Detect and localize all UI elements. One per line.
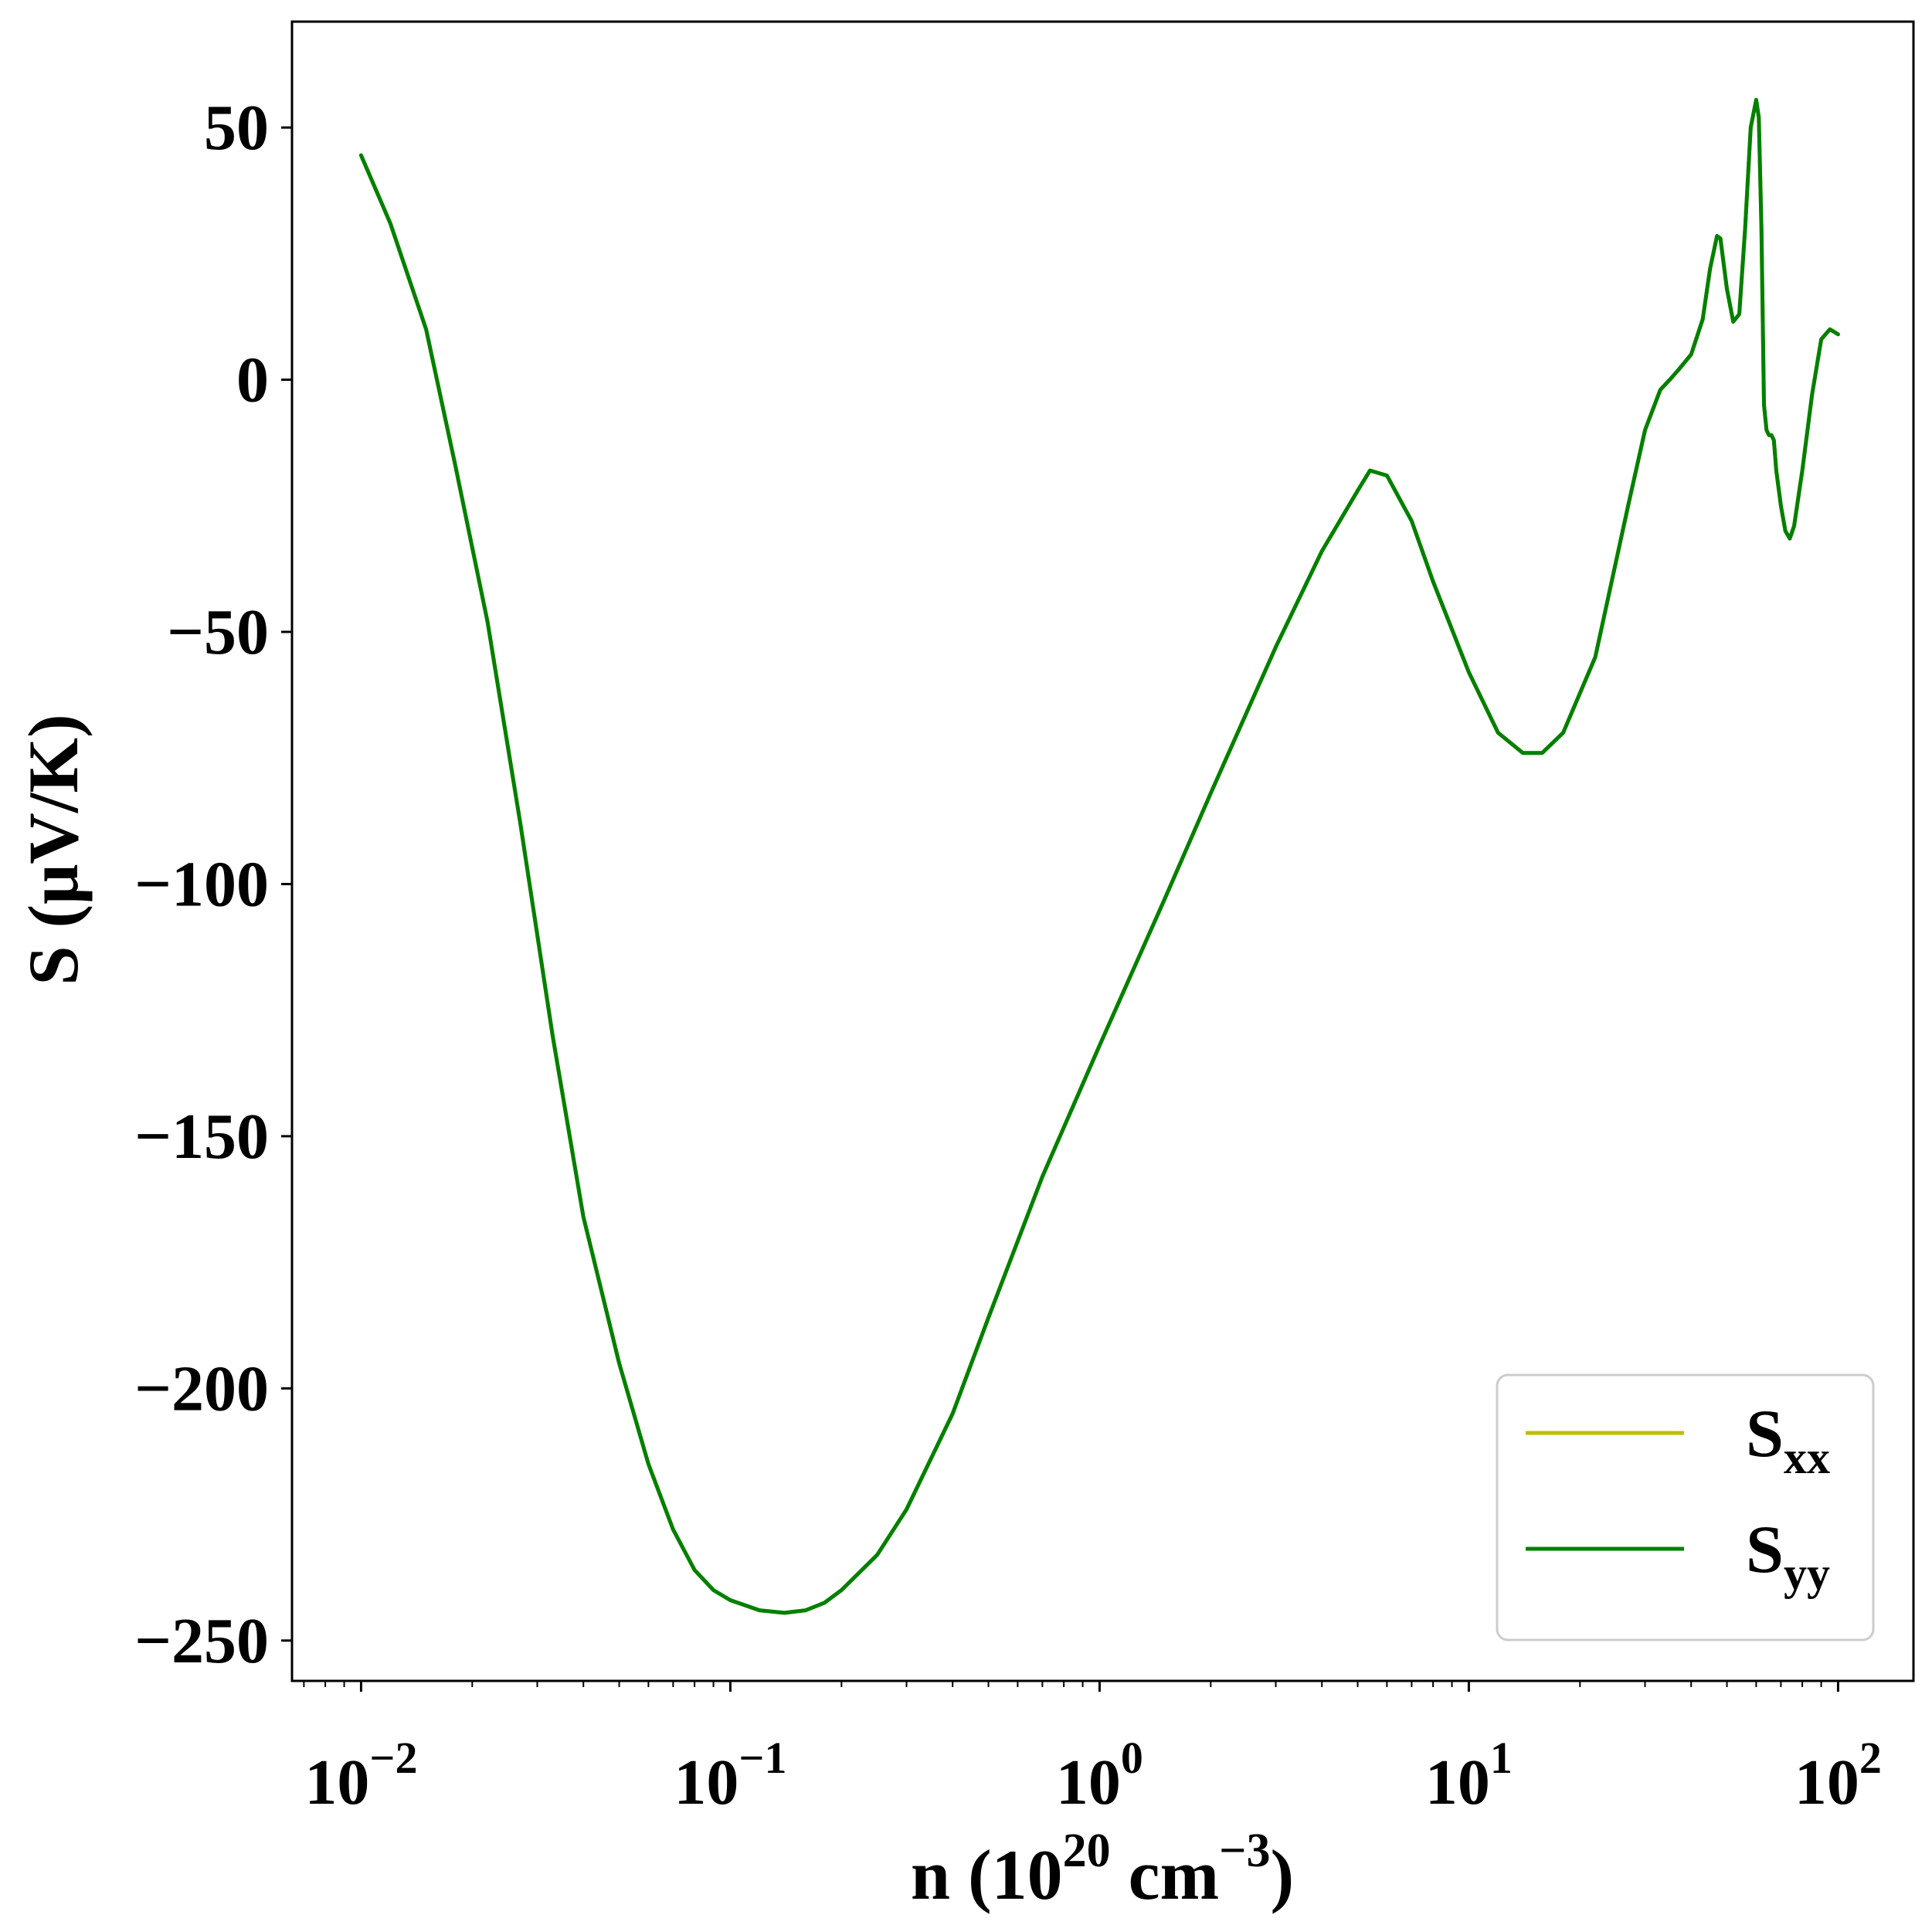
y-tick-label: −250 [134,1605,269,1677]
y-tick-label: 50 [204,92,269,164]
x-axis-label-exponent-2: −3 [1219,1825,1270,1877]
x-tick-label: 101 [1425,1733,1513,1818]
legend-label-syy: Syy [1746,1512,1830,1599]
y-axis-label: S (μV/K) [14,714,93,985]
x-axis-ticks: 10−2 10−1 100 101 102 [303,1681,1882,1818]
y-tick-label: −150 [134,1101,269,1173]
x-axis-label: n (1020 cm−3) [911,1825,1294,1914]
x-axis-label-exponent-1: 20 [1063,1825,1111,1877]
y-axis-ticks: 50 0 −50 −100 −150 −200 −250 [134,92,292,1677]
legend-label-syy-base: S [1746,1512,1784,1587]
x-tick-label: 100 [1056,1733,1143,1818]
series-layer [358,97,1840,1615]
x-tick-label: 10−2 [304,1733,417,1818]
legend: Sxx Syy [1496,1373,1875,1642]
x-axis-label-post: ) [1271,1835,1295,1914]
y-tick-label: −200 [134,1353,269,1424]
legend-label-syy-sub: yy [1784,1548,1830,1599]
x-tick-label: 102 [1794,1733,1882,1818]
plot-frame [290,20,1915,1682]
x-axis-label-unit: cm [1111,1835,1219,1914]
y-tick-label: −50 [167,596,269,668]
y-tick-label: −100 [134,848,269,920]
legend-label-sxx-sub: xx [1784,1432,1830,1483]
legend-label-sxx-base: S [1746,1397,1784,1472]
x-tick-label: 10−1 [674,1733,786,1818]
legend-label-sxx: Sxx [1746,1397,1830,1483]
legend-box [1496,1373,1875,1642]
y-tick-label: 0 [236,345,269,416]
series-line-syy [358,97,1840,1615]
x-axis-label-pre: n (10 [911,1835,1063,1914]
